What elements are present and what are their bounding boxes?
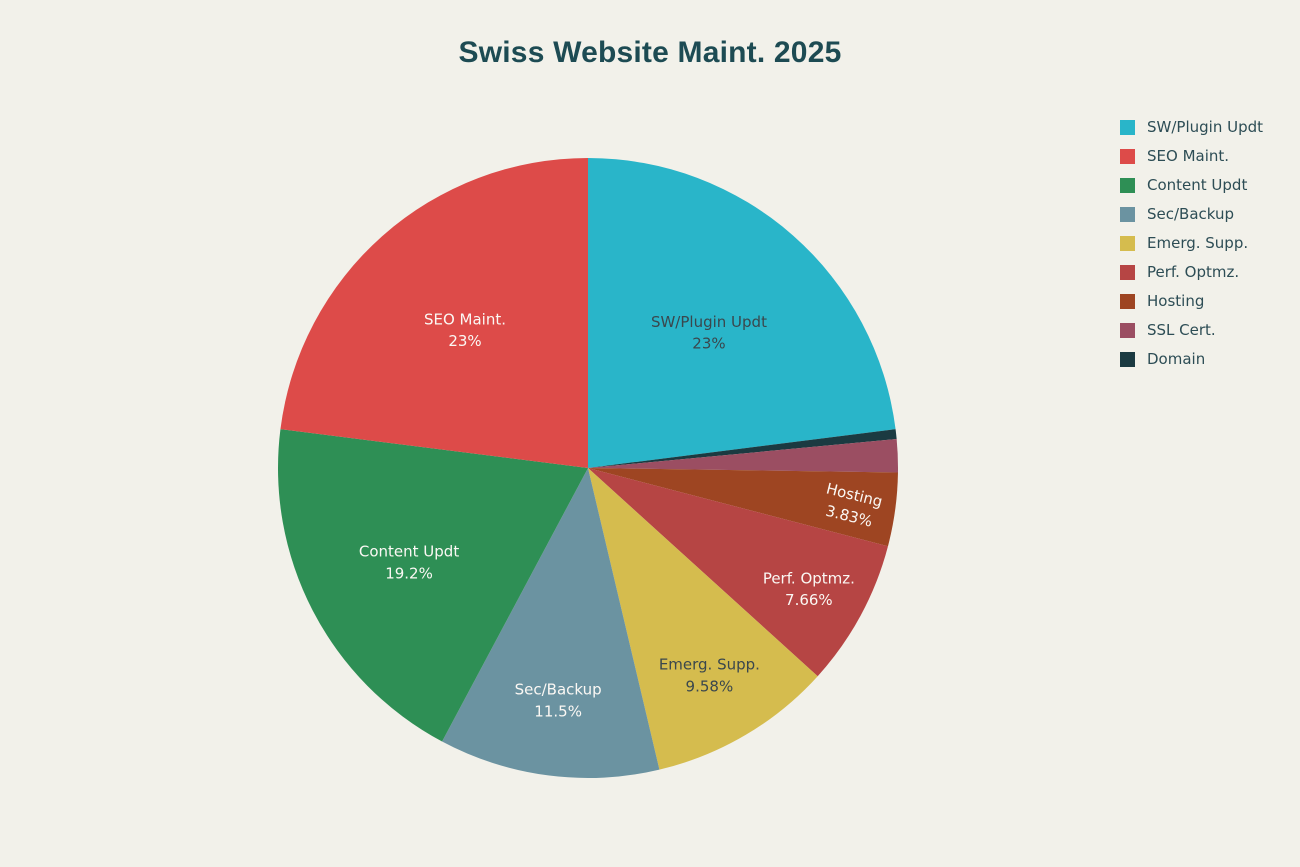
legend-item-emerg-supp[interactable]: Emerg. Supp. xyxy=(1120,234,1263,252)
pie-slice-emerg-supp[interactable] xyxy=(588,468,818,770)
pie-slice-domain[interactable] xyxy=(588,429,897,468)
chart-title: Swiss Website Maint. 2025 xyxy=(458,36,842,69)
pie-slice-hosting[interactable] xyxy=(588,468,898,547)
pie-slice-content-updt[interactable] xyxy=(277,429,588,742)
legend-item-domain[interactable]: Domain xyxy=(1120,350,1263,368)
legend-item-label: Content Updt xyxy=(1147,176,1248,194)
legend-swatch-icon xyxy=(1120,322,1135,338)
legend-swatch-icon xyxy=(1120,206,1135,222)
legend-swatch-icon xyxy=(1120,148,1135,164)
legend-item-ssl-cert[interactable]: SSL Cert. xyxy=(1120,321,1263,339)
legend-swatch-icon xyxy=(1120,235,1135,251)
pie-slice-ssl-cert[interactable] xyxy=(588,439,899,473)
legend-item-label: SW/Plugin Updt xyxy=(1147,118,1263,136)
legend-item-perf-optmz[interactable]: Perf. Optmz. xyxy=(1120,263,1263,281)
slice-label-content-updt: Content Updt 19.2% xyxy=(359,543,459,583)
legend-swatch-icon xyxy=(1120,293,1135,309)
legend-swatch-icon xyxy=(1120,351,1135,367)
legend-item-hosting[interactable]: Hosting xyxy=(1120,292,1263,310)
legend-item-label: Domain xyxy=(1147,350,1206,368)
legend-item-label: SSL Cert. xyxy=(1147,321,1216,339)
slice-label-sec-backup: Sec/Backup 11.5% xyxy=(515,681,602,721)
legend: SW/Plugin Updt SEO Maint. Content Updt Sec/… xyxy=(1120,118,1263,368)
legend-item-sw-plugin-updt[interactable]: SW/Plugin Updt xyxy=(1120,118,1263,136)
legend-item-label: Perf. Optmz. xyxy=(1147,263,1240,281)
legend-item-content-updt[interactable]: Content Updt xyxy=(1120,176,1263,194)
legend-item-sec-backup[interactable]: Sec/Backup xyxy=(1120,205,1263,223)
pie-slice-sec-backup[interactable] xyxy=(442,468,660,778)
slice-label-seo-maint: SEO Maint. 23% xyxy=(424,310,506,350)
pie-slice-sw-plugin-updt[interactable] xyxy=(588,158,896,468)
slice-label-perf-optmz: Perf. Optmz. 7.66% xyxy=(763,569,855,609)
legend-item-label: Emerg. Supp. xyxy=(1147,234,1249,252)
legend-swatch-icon xyxy=(1120,264,1135,280)
legend-item-seo-maint[interactable]: SEO Maint. xyxy=(1120,147,1263,165)
pie-slice-seo-maint[interactable] xyxy=(280,158,588,468)
pie-slice-perf-optmz[interactable] xyxy=(588,468,888,677)
legend-item-label: Sec/Backup xyxy=(1147,205,1235,223)
slice-label-emerg-supp: Emerg. Supp. 9.58% xyxy=(659,656,760,696)
legend-swatch-icon xyxy=(1120,119,1135,135)
legend-item-label: Hosting xyxy=(1147,292,1205,310)
legend-swatch-icon xyxy=(1120,177,1135,193)
slice-label-sw-plugin-updt: SW/Plugin Updt 23% xyxy=(651,313,767,353)
legend-item-label: SEO Maint. xyxy=(1147,147,1230,165)
